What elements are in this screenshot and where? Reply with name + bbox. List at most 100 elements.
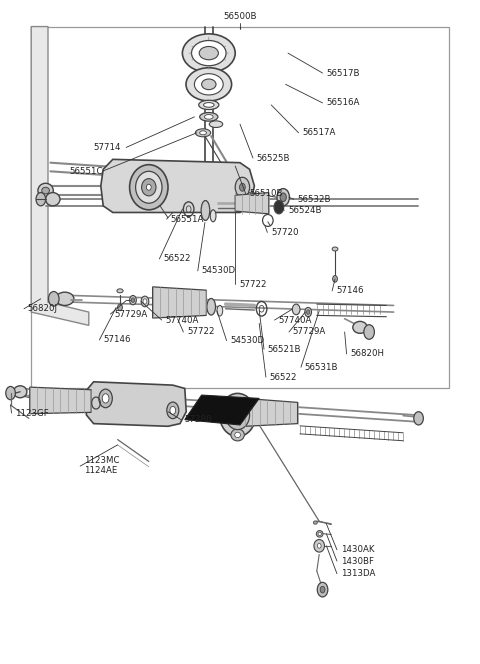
Polygon shape [235, 193, 269, 214]
Text: 56820J: 56820J [28, 304, 58, 313]
Ellipse shape [186, 68, 232, 101]
Text: 57720: 57720 [271, 228, 299, 237]
Ellipse shape [204, 103, 214, 107]
Ellipse shape [200, 131, 206, 135]
Text: 57740A: 57740A [166, 315, 199, 325]
Text: 1124AE: 1124AE [84, 466, 118, 475]
Ellipse shape [117, 289, 123, 293]
Ellipse shape [235, 432, 240, 438]
Polygon shape [185, 395, 259, 425]
Text: 56521B: 56521B [268, 345, 301, 354]
Ellipse shape [136, 171, 162, 203]
Text: 57729A: 57729A [293, 327, 326, 337]
Text: 56532B: 56532B [298, 195, 331, 204]
Ellipse shape [231, 429, 244, 441]
Ellipse shape [414, 412, 423, 425]
Ellipse shape [209, 121, 223, 127]
Ellipse shape [36, 193, 46, 206]
Ellipse shape [56, 292, 74, 305]
Ellipse shape [46, 193, 60, 206]
Ellipse shape [38, 183, 53, 198]
Text: 1123GF: 1123GF [15, 408, 49, 418]
Ellipse shape [292, 304, 300, 315]
Ellipse shape [202, 79, 216, 90]
Text: 57146: 57146 [336, 286, 363, 295]
Ellipse shape [102, 394, 109, 403]
Text: 57722: 57722 [239, 280, 266, 289]
Ellipse shape [318, 533, 322, 535]
Ellipse shape [201, 201, 210, 220]
Ellipse shape [195, 129, 211, 137]
Text: 56524B: 56524B [288, 206, 322, 215]
Ellipse shape [313, 521, 317, 525]
Ellipse shape [274, 201, 284, 214]
Ellipse shape [217, 305, 223, 316]
Text: 1430AK: 1430AK [341, 545, 374, 554]
Ellipse shape [314, 539, 324, 552]
Ellipse shape [118, 304, 122, 311]
Text: 57729A: 57729A [114, 309, 147, 319]
Text: 54530D: 54530D [230, 336, 264, 345]
Bar [31, 27, 449, 388]
Ellipse shape [315, 542, 323, 550]
Polygon shape [31, 27, 89, 325]
Ellipse shape [230, 406, 245, 424]
Ellipse shape [199, 100, 219, 110]
Ellipse shape [99, 389, 112, 408]
Ellipse shape [210, 210, 216, 222]
Ellipse shape [142, 179, 156, 196]
Ellipse shape [204, 115, 213, 120]
Ellipse shape [235, 177, 250, 197]
Ellipse shape [333, 276, 337, 282]
Text: 57740A: 57740A [278, 315, 312, 325]
Ellipse shape [6, 386, 15, 400]
Ellipse shape [317, 543, 321, 548]
Text: 56522: 56522 [163, 254, 191, 264]
Ellipse shape [307, 309, 310, 314]
Ellipse shape [192, 41, 226, 66]
Text: 56500B: 56500B [223, 12, 257, 21]
Text: 57714: 57714 [94, 143, 121, 152]
Ellipse shape [132, 297, 134, 303]
Ellipse shape [332, 247, 338, 251]
Ellipse shape [130, 295, 136, 305]
Ellipse shape [277, 189, 289, 206]
Text: 1430BF: 1430BF [341, 556, 374, 566]
Polygon shape [101, 159, 254, 212]
Ellipse shape [13, 386, 27, 398]
Polygon shape [30, 387, 91, 414]
Ellipse shape [316, 531, 323, 537]
Text: 56517B: 56517B [326, 68, 360, 78]
Polygon shape [153, 287, 206, 318]
Ellipse shape [207, 298, 216, 315]
Ellipse shape [199, 46, 218, 60]
Ellipse shape [141, 296, 149, 307]
Polygon shape [86, 382, 186, 426]
Ellipse shape [364, 325, 374, 339]
Ellipse shape [130, 165, 168, 210]
Text: 56525B: 56525B [257, 153, 290, 163]
Ellipse shape [219, 393, 256, 437]
Ellipse shape [170, 406, 176, 414]
Text: 56510B: 56510B [250, 189, 283, 199]
Ellipse shape [42, 187, 49, 194]
Ellipse shape [182, 34, 235, 72]
Ellipse shape [167, 402, 179, 419]
Ellipse shape [143, 299, 147, 304]
Text: 57722: 57722 [187, 327, 215, 337]
Ellipse shape [226, 400, 250, 430]
Text: 1313DA: 1313DA [341, 569, 375, 578]
Ellipse shape [280, 193, 286, 202]
Ellipse shape [200, 112, 218, 122]
Text: 57146: 57146 [103, 335, 131, 345]
Text: 56551A: 56551A [170, 214, 204, 224]
Text: 54530D: 54530D [202, 266, 236, 276]
Text: 56551C: 56551C [70, 167, 103, 176]
Ellipse shape [320, 586, 325, 593]
Ellipse shape [235, 412, 240, 418]
Text: 57280: 57280 [185, 415, 212, 424]
Text: 56517A: 56517A [302, 128, 336, 137]
Ellipse shape [240, 183, 245, 191]
Ellipse shape [353, 321, 367, 333]
Ellipse shape [305, 307, 312, 317]
